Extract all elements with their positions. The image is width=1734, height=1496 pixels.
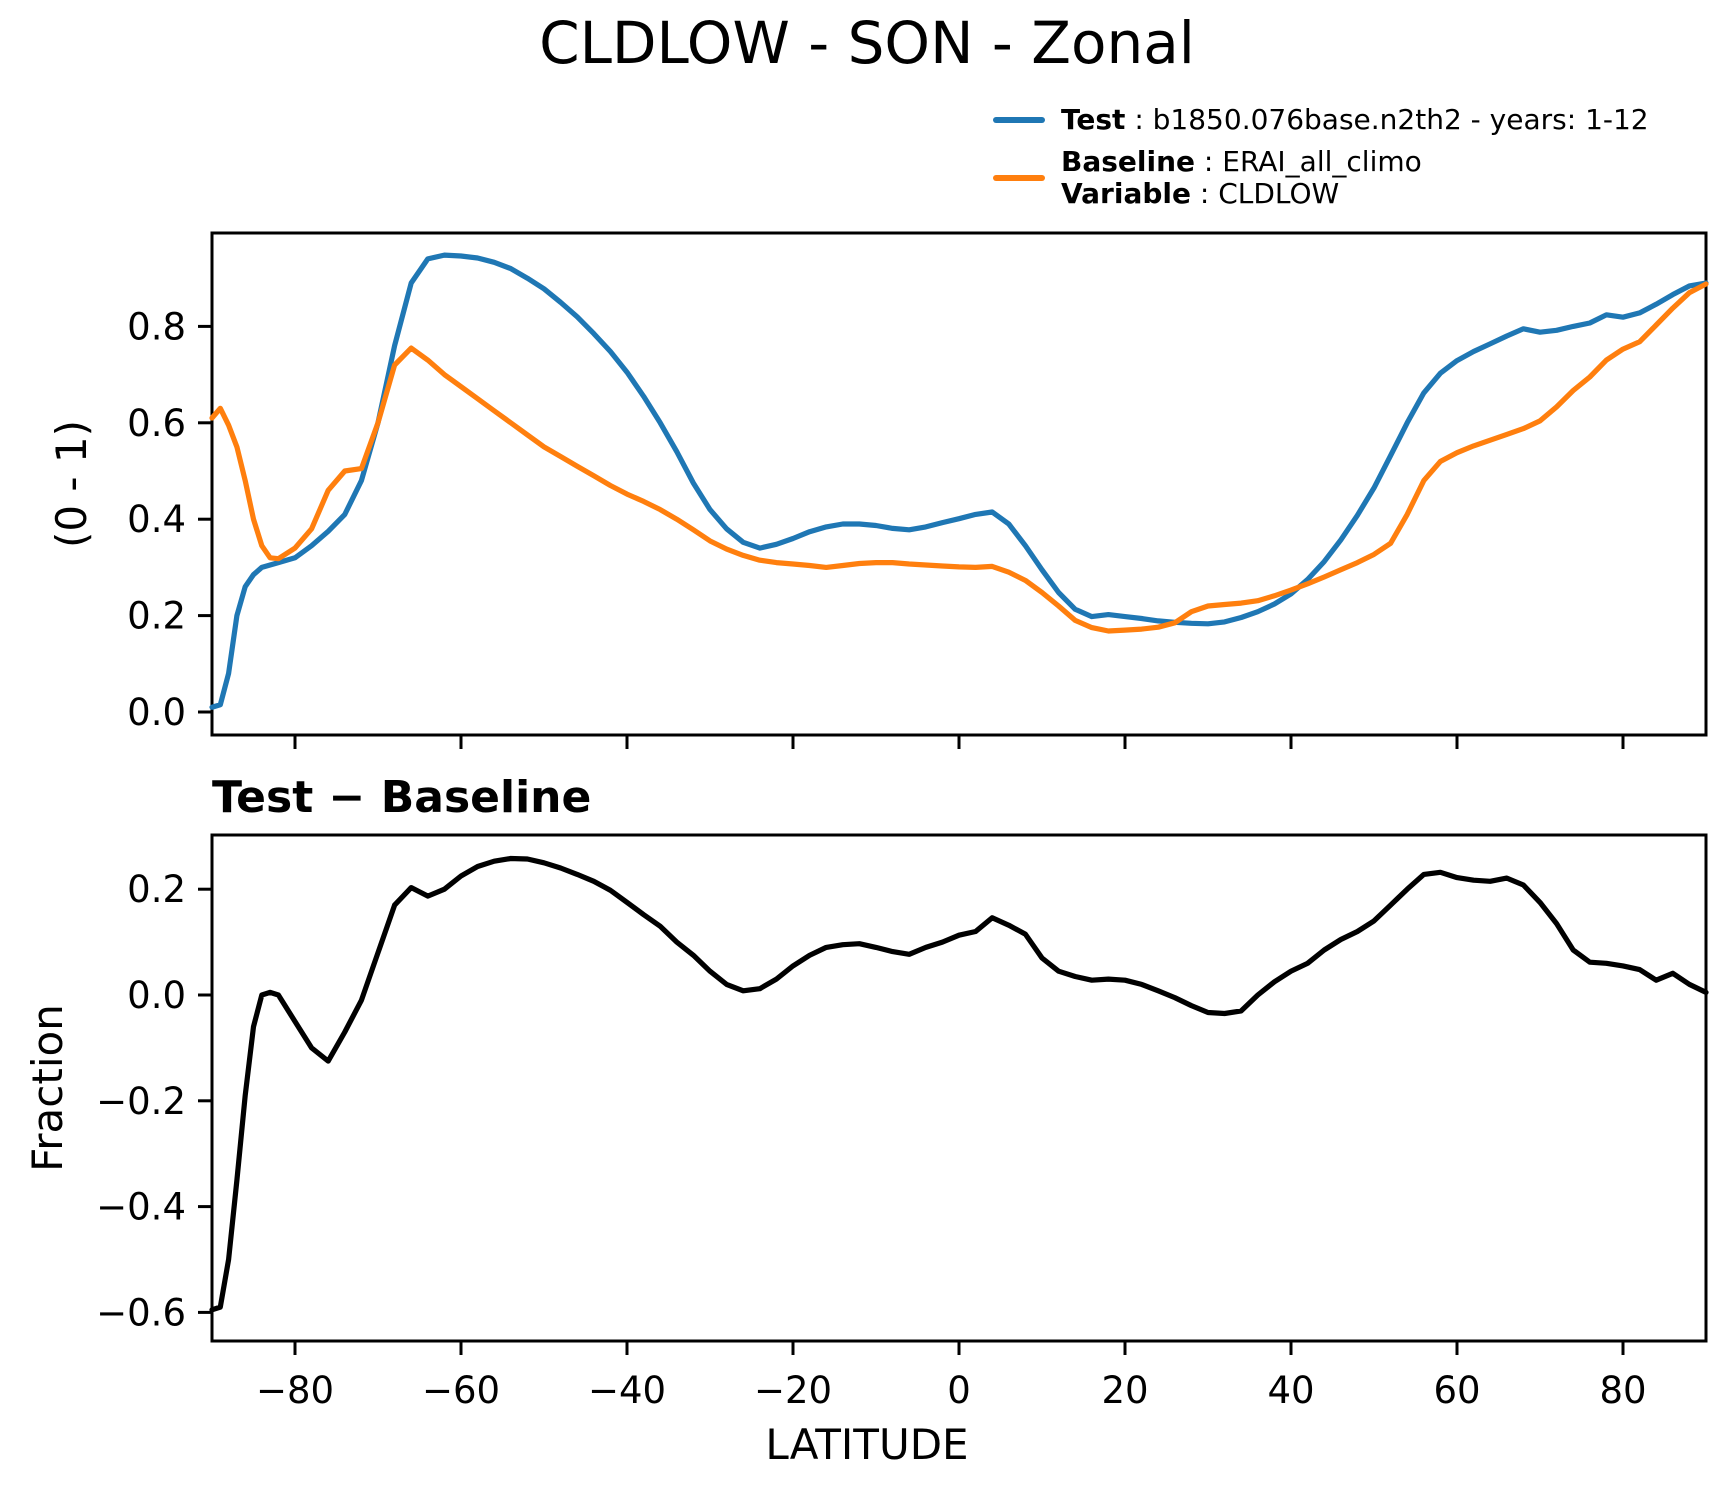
x-tick-label: 60 [1433,1369,1480,1412]
series-line-test [209,252,1709,710]
legend-test-label: Test [1061,103,1126,136]
legend-variable-label: Variable [1061,177,1191,210]
legend-variable-desc: : CLDLOW [1190,177,1340,210]
x-tick-label: −60 [422,1369,500,1412]
y-tick-label: 0.4 [127,498,186,541]
y-tick-label: 0.0 [127,691,186,734]
top-y-axis-label: (0 - 1) [47,419,96,549]
y-tick-label: −0.6 [96,1291,186,1334]
x-tick-label: 20 [1101,1369,1148,1412]
x-tick-label: −20 [754,1369,832,1412]
legend-test-text: Test : b1850.076base.n2th2 - years: 1-12 [1061,104,1649,136]
axes-frame [210,231,1708,737]
series-line-baseline [209,281,1709,634]
y-tick-label: −0.2 [96,1080,186,1123]
legend-baseline-line: Baseline : ERAI_all_climo [1061,146,1422,178]
baseline-line-swatch [993,175,1045,181]
bottom-y-axis-label: Fraction [23,1004,72,1172]
test-line-swatch [993,117,1045,123]
x-axis-label: LATITUDE [765,1420,969,1469]
y-tick-label: 0.6 [127,402,186,445]
x-tick-label: −80 [256,1369,334,1412]
x-tick-label: −40 [588,1369,666,1412]
y-tick-label: 0.0 [127,974,186,1017]
y-tick-label: 0.2 [127,868,186,911]
y-tick-label: 0.8 [127,305,186,348]
legend-test-desc: : b1850.076base.n2th2 - years: 1-12 [1125,103,1649,136]
legend: Test : b1850.076base.n2th2 - years: 1-12… [993,104,1649,220]
legend-item-test: Test : b1850.076base.n2th2 - years: 1-12 [993,104,1649,136]
x-tick-label: 80 [1599,1369,1646,1412]
legend-variable-line: Variable : CLDLOW [1061,178,1422,210]
legend-baseline-desc: : ERAI_all_climo [1195,145,1422,178]
x-tick-label: 0 [947,1369,971,1412]
y-tick-label: −0.4 [96,1186,186,1229]
legend-baseline-label: Baseline [1061,145,1196,178]
difference-panel-title: Test − Baseline [212,772,592,823]
axes-frame [210,833,1708,1343]
legend-item-baseline: Baseline : ERAI_all_climo Variable : CLD… [993,146,1649,210]
page-title: CLDLOW - SON - Zonal [539,9,1195,77]
y-tick-label: 0.2 [127,595,186,638]
series-line-test-baseline [209,855,1709,1313]
legend-baseline-text: Baseline : ERAI_all_climo Variable : CLD… [1061,146,1422,210]
x-tick-label: 40 [1267,1369,1314,1412]
